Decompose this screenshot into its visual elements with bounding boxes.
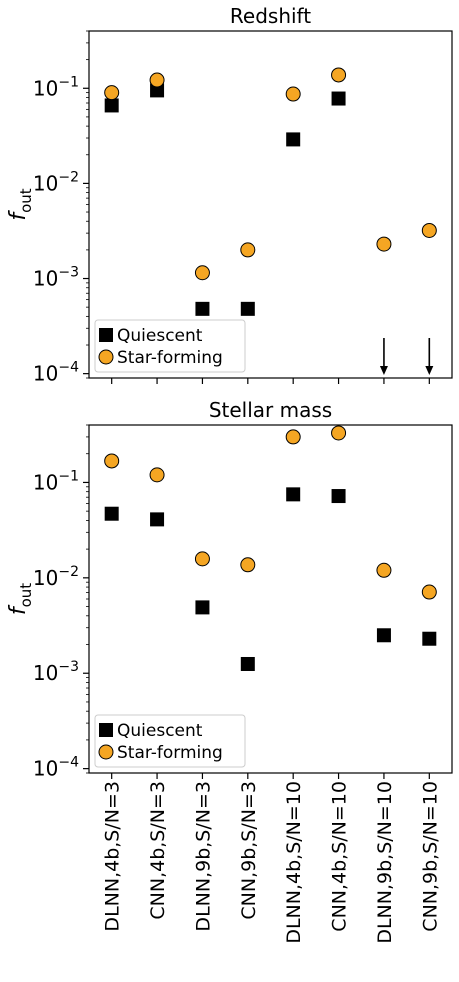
quiescent-marker	[195, 600, 210, 615]
legend-quiescent-marker	[99, 723, 113, 737]
x-tick-label: DLNN,4b,S/N=10	[283, 781, 305, 944]
star-forming-marker	[240, 557, 256, 573]
quiescent-marker	[195, 301, 210, 316]
star-forming-marker	[194, 551, 210, 567]
quiescent-marker	[150, 83, 165, 98]
y-tick-label: 10−4	[33, 755, 79, 781]
quiescent-marker	[286, 487, 301, 502]
star-forming-marker	[421, 222, 437, 238]
star-forming-marker	[149, 72, 165, 88]
panel-title: Stellar mass	[209, 398, 332, 422]
x-tick-label: CNN,9b,S/N=10	[419, 781, 441, 932]
quiescent-marker	[422, 631, 437, 646]
quiescent-marker	[240, 301, 255, 316]
star-forming-marker	[331, 67, 347, 83]
star-forming-marker	[194, 265, 210, 281]
legend-star-forming-marker	[98, 744, 114, 760]
legend-label: Quiescent	[117, 326, 203, 346]
y-axis-label: fout	[6, 188, 35, 220]
x-tick-label: DLNN,4b,S/N=3	[102, 781, 124, 932]
quiescent-marker	[331, 489, 346, 504]
x-tick-label: CNN,4b,S/N=3	[147, 781, 169, 920]
quiescent-marker	[104, 506, 119, 521]
y-tick-label: 10−4	[33, 360, 79, 386]
quiescent-marker	[150, 512, 165, 527]
legend-box	[94, 714, 246, 768]
legend-label: Quiescent	[117, 721, 203, 741]
panel-1: Redshift fout 10−4 10−3 10−2 10−1 QuiescentSta…	[6, 4, 453, 386]
star-forming-marker	[285, 429, 301, 445]
star-forming-marker	[240, 242, 256, 258]
y-tick-label: 10−2	[33, 564, 79, 590]
y-tick-label: 10−3	[33, 265, 79, 291]
legend-quiescent-marker	[99, 328, 113, 342]
legend-box	[94, 319, 246, 373]
quiescent-marker	[104, 98, 119, 113]
panel-title: Redshift	[230, 4, 311, 28]
y-tick-label: 10−2	[33, 169, 79, 195]
quiescent-marker	[286, 132, 301, 147]
star-forming-marker	[376, 562, 392, 578]
x-tick-label: DLNN,9b,S/N=10	[374, 781, 396, 944]
upper-limit-arrowhead	[379, 366, 388, 375]
y-tick-label: 10−1	[33, 74, 79, 100]
upper-limit-arrowhead	[425, 366, 434, 375]
x-tick-label: DLNN,9b,S/N=3	[192, 781, 214, 932]
y-tick-label: 10−3	[33, 659, 79, 685]
y-axis-label: fout	[6, 583, 35, 615]
chart-panels: Redshiftfout10−410−310−210−1QuiescentSta…	[6, 4, 453, 944]
legend-star-forming-marker	[98, 349, 114, 365]
star-forming-marker	[285, 86, 301, 102]
x-tick-label: CNN,9b,S/N=3	[238, 781, 260, 920]
star-forming-marker	[331, 425, 347, 441]
x-tick-label: CNN,4b,S/N=10	[329, 781, 351, 932]
plot-frame	[88, 30, 453, 379]
star-forming-marker	[149, 467, 165, 483]
plot-frame	[88, 424, 453, 774]
star-forming-marker	[376, 236, 392, 252]
star-forming-marker	[104, 453, 120, 469]
quiescent-marker	[240, 656, 255, 671]
legend-label: Star-forming	[117, 348, 223, 368]
legend-label: Star-forming	[117, 743, 223, 763]
star-forming-marker	[421, 584, 437, 600]
quiescent-marker	[376, 628, 391, 643]
star-forming-marker	[104, 85, 120, 101]
quiescent-marker	[331, 91, 346, 106]
panel-2: Stellar mass fout 10−4 10−3 10−2 10−1 Quiescen…	[6, 398, 453, 944]
y-tick-label: 10−1	[33, 468, 79, 494]
